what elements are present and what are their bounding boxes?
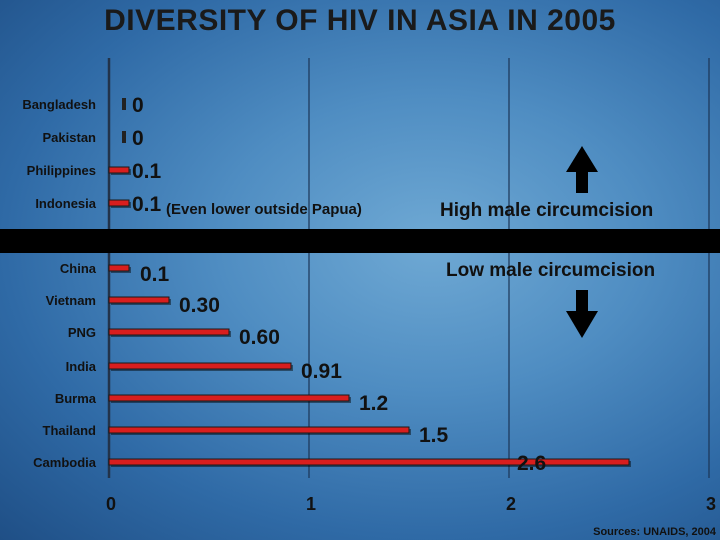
bar (122, 98, 126, 110)
chart-title: DIVERSITY OF HIV IN ASIA IN 2005 (104, 4, 616, 37)
category-label: Vietnam (46, 293, 96, 308)
indonesia-note: (Even lower outside Papua) (166, 201, 362, 218)
up-arrow-icon (566, 146, 598, 193)
value-label: 0.1 (140, 263, 170, 286)
value-label: 0.60 (239, 326, 280, 349)
bar (108, 328, 230, 336)
bar (108, 199, 130, 207)
bar (108, 166, 130, 174)
category-labels: Bangladesh Pakistan Philippines Indonesia Ch… (22, 97, 96, 470)
category-label: Cambodia (33, 455, 97, 470)
category-label: India (66, 359, 97, 374)
bar (108, 296, 170, 304)
category-label: Thailand (43, 423, 97, 438)
group-divider-band (0, 229, 720, 253)
value-label: 1.5 (419, 424, 449, 447)
x-tick-label: 2 (506, 494, 516, 514)
x-tick-label: 3 (706, 494, 716, 514)
low-circumcision-label: Low male circumcision (446, 260, 655, 281)
value-label: 1.2 (359, 392, 388, 415)
value-label: 0.30 (179, 294, 220, 317)
bars (108, 98, 631, 467)
value-label: 0.1 (132, 160, 162, 183)
category-label: China (60, 261, 97, 276)
x-tick-label: 0 (106, 494, 116, 514)
category-label: Bangladesh (22, 97, 96, 112)
x-tick-label: 1 (306, 494, 316, 514)
grid-lines (107, 58, 710, 478)
category-label: Burma (55, 391, 97, 406)
bar (122, 131, 126, 143)
high-circumcision-label: High male circumcision (440, 200, 653, 221)
value-label: 0.1 (132, 193, 162, 216)
bar (108, 264, 130, 272)
value-label: 0.91 (301, 360, 342, 383)
bar (108, 458, 630, 466)
down-arrow-icon (566, 290, 598, 338)
bar (108, 394, 350, 402)
category-label: PNG (68, 325, 96, 340)
value-labels: 0 0 0.1 0.1 0.1 0.30 0.60 0.91 1.2 1.5 2.6 (132, 94, 546, 475)
value-label: 2.6 (517, 452, 546, 475)
bar (108, 426, 410, 434)
bar (108, 362, 292, 370)
source-note: Sources: UNAIDS, 2004 (593, 526, 716, 538)
category-label: Philippines (27, 163, 96, 178)
value-label: 0 (132, 94, 144, 117)
category-label: Pakistan (43, 130, 97, 145)
x-tick-labels: 0 1 2 3 (106, 494, 716, 514)
value-label: 0 (132, 127, 144, 150)
category-label: Indonesia (35, 196, 96, 211)
